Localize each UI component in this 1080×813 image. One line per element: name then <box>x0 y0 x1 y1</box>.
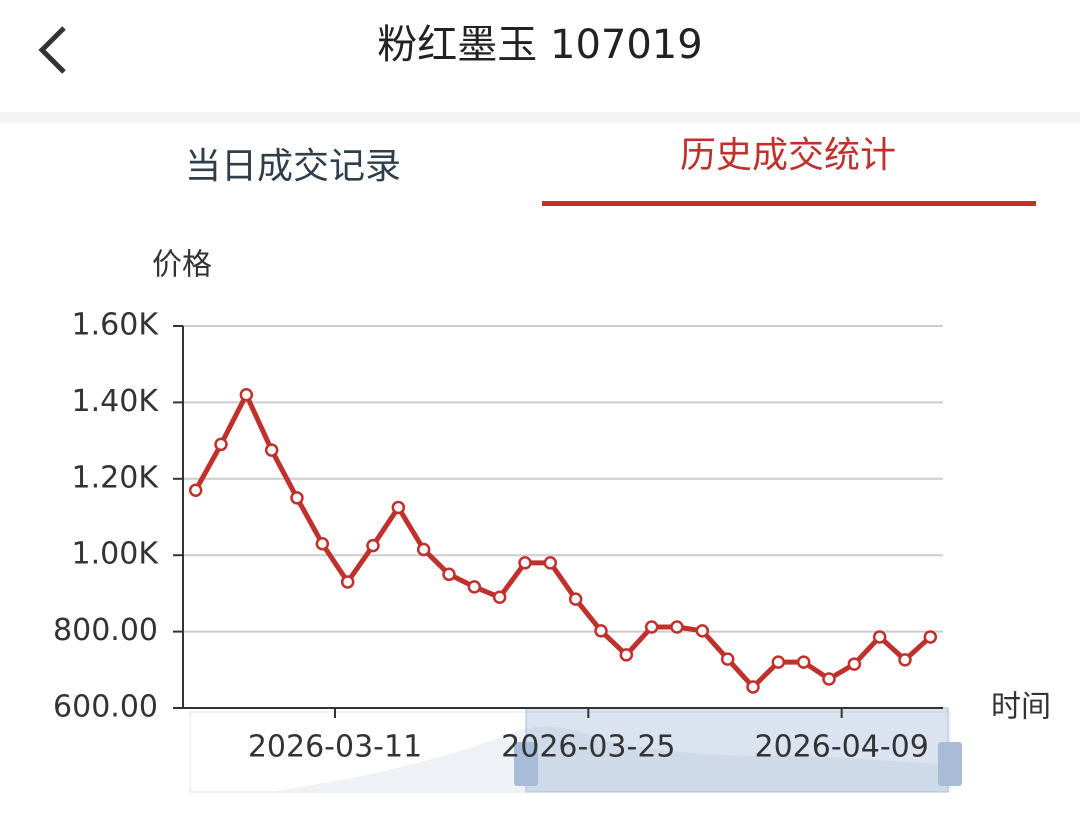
point <box>416 542 431 557</box>
point <box>239 388 254 402</box>
point <box>771 655 786 669</box>
y-tick-label: 600.00 <box>53 690 158 725</box>
tab-underline <box>542 201 1036 206</box>
y-axis-label: 价格 <box>152 248 212 283</box>
slider-handle[interactable] <box>938 742 962 786</box>
y-tick-label: 1.40K <box>72 384 160 419</box>
slider-handle[interactable] <box>514 742 538 786</box>
point <box>796 655 811 669</box>
point <box>670 620 684 634</box>
point <box>518 556 532 570</box>
point <box>568 592 583 606</box>
point <box>315 536 330 551</box>
point <box>340 575 355 589</box>
x-ticks: 2026-03-11 2026-03-25 2026-04-09 <box>248 708 929 765</box>
point <box>366 538 380 553</box>
x-axis-label: 时间 <box>991 690 1051 725</box>
x-tick-label: 2026-03-11 <box>248 730 422 765</box>
point <box>391 500 406 515</box>
divider <box>0 112 1080 122</box>
point <box>467 580 482 594</box>
line <box>193 392 933 690</box>
point <box>644 620 659 634</box>
y-tick-label: 800.00 <box>53 613 158 648</box>
slider-preview <box>270 726 950 792</box>
point <box>492 590 507 604</box>
zoom-slider[interactable] <box>189 707 962 793</box>
y-tick-label: 1.60K <box>72 308 160 343</box>
point <box>898 653 912 667</box>
point <box>872 630 887 644</box>
point <box>847 657 862 671</box>
point <box>746 680 760 694</box>
tab-active[interactable]: 历史成交统计 <box>680 135 896 176</box>
x-tick-label: 2026-04-09 <box>754 730 928 765</box>
point <box>188 483 203 498</box>
x-tick-label: 2026-03-25 <box>501 730 675 765</box>
y-tick-label: 1.00K <box>72 537 160 572</box>
point <box>619 648 634 662</box>
point <box>822 672 836 686</box>
point <box>290 491 304 505</box>
back-button[interactable] <box>38 26 66 74</box>
point <box>214 437 228 452</box>
slider-window[interactable] <box>525 707 949 793</box>
point <box>923 630 938 644</box>
point <box>264 443 279 457</box>
point <box>442 567 456 582</box>
point <box>543 556 558 570</box>
y-tick-label: 1.20K <box>72 460 160 495</box>
point <box>594 624 608 638</box>
point <box>720 652 735 666</box>
point <box>695 624 710 638</box>
tab[interactable]: 当日成交记录 <box>185 146 401 187</box>
page-title: 粉红墨玉 107019 <box>377 22 702 68</box>
